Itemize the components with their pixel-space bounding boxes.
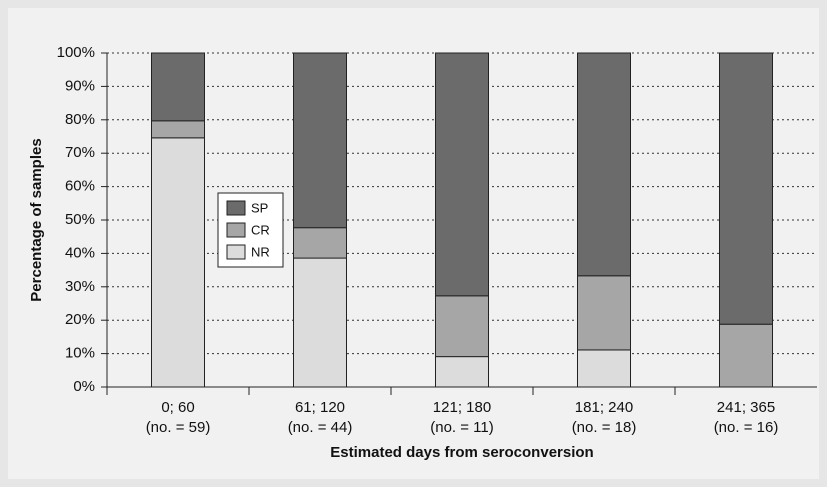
x-tick-sublabel: (no. = 44) bbox=[288, 419, 353, 436]
bar-segment bbox=[151, 120, 205, 139]
y-tick-label: 40% bbox=[65, 244, 95, 261]
x-tick-label: 121; 180 bbox=[433, 399, 491, 416]
y-tick-label: 70% bbox=[65, 144, 95, 161]
x-axis-title: Estimated days from seroconversion bbox=[330, 444, 593, 461]
bar-segment bbox=[293, 227, 347, 259]
x-tick-label: 0; 60 bbox=[161, 399, 194, 416]
bar-segment bbox=[719, 52, 773, 325]
bar-segment bbox=[151, 52, 205, 122]
y-tick-label: 0% bbox=[73, 378, 95, 395]
bar-segment bbox=[577, 349, 631, 388]
y-tick-label: 30% bbox=[65, 278, 95, 295]
legend-label: CR bbox=[251, 222, 270, 237]
x-tick-label: 181; 240 bbox=[575, 399, 633, 416]
bar-segment bbox=[435, 295, 489, 358]
bar-segment bbox=[293, 52, 347, 229]
legend-swatch bbox=[226, 200, 246, 216]
x-tick-label: 61; 120 bbox=[295, 399, 345, 416]
x-tick-label: 241; 365 bbox=[717, 399, 775, 416]
legend-label: NR bbox=[251, 244, 270, 259]
bar-segment bbox=[577, 52, 631, 277]
panel bbox=[8, 8, 819, 479]
bar-segment bbox=[435, 52, 489, 297]
y-tick-label: 100% bbox=[57, 44, 95, 61]
legend-label: SP bbox=[251, 200, 268, 215]
y-tick-label: 20% bbox=[65, 311, 95, 328]
legend-swatch bbox=[226, 244, 246, 260]
x-tick-sublabel: (no. = 18) bbox=[572, 419, 637, 436]
legend-swatch bbox=[226, 222, 246, 238]
x-tick-sublabel: (no. = 16) bbox=[714, 419, 779, 436]
bar-segment bbox=[719, 323, 773, 388]
y-tick-label: 10% bbox=[65, 345, 95, 362]
x-tick-sublabel: (no. = 59) bbox=[146, 419, 211, 436]
y-axis-title: Percentage of samples bbox=[28, 138, 45, 301]
x-tick-sublabel: (no. = 11) bbox=[430, 419, 494, 436]
bar-segment bbox=[293, 257, 347, 388]
y-tick-label: 80% bbox=[65, 111, 95, 128]
y-tick-label: 60% bbox=[65, 178, 95, 195]
bar-segment bbox=[151, 137, 205, 388]
y-tick-label: 90% bbox=[65, 77, 95, 94]
bar-segment bbox=[577, 275, 631, 351]
bar-segment bbox=[435, 356, 489, 388]
y-tick-label: 50% bbox=[65, 211, 95, 228]
